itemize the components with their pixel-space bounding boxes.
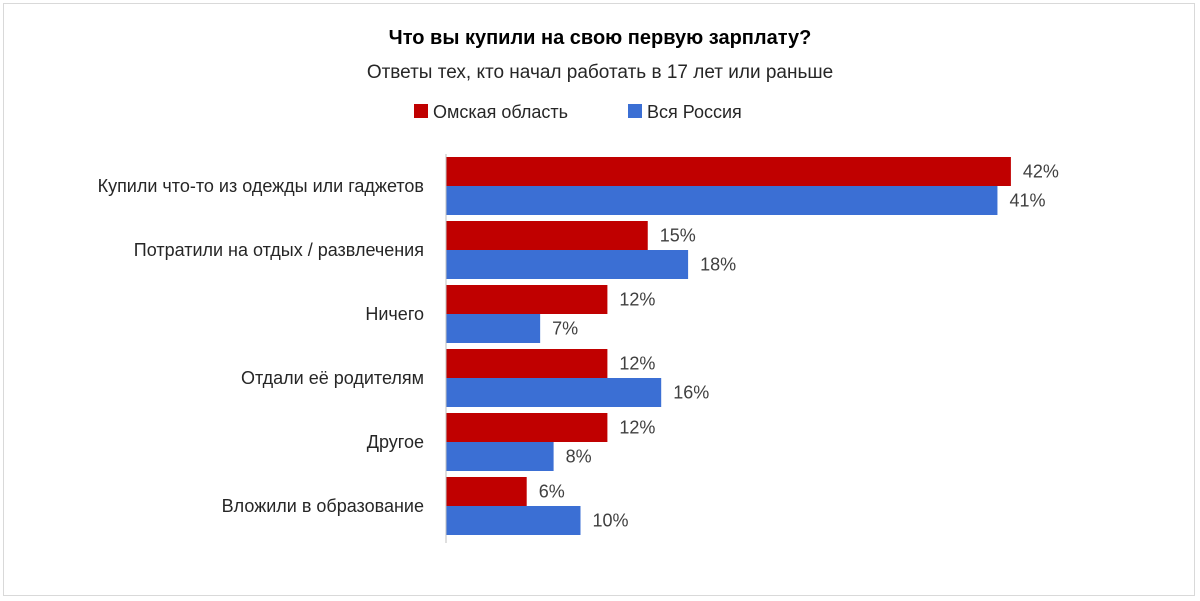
- data-label: 18%: [700, 255, 736, 275]
- bar-omsk: [446, 221, 648, 250]
- category-label: Потратили на отдых / развлечения: [134, 240, 424, 260]
- legend-swatch-russia: [628, 104, 642, 118]
- data-label: 12%: [619, 354, 655, 374]
- bar-russia: [446, 378, 662, 407]
- category-label: Отдали её родителям: [241, 368, 424, 388]
- bar-russia: [446, 186, 998, 215]
- category-label: Купили что-то из одежды или гаджетов: [98, 176, 424, 196]
- data-label: 15%: [660, 226, 696, 246]
- data-label: 16%: [673, 383, 709, 403]
- bar-russia: [446, 250, 689, 279]
- plot-area: Купили что-то из одежды или гаджетов 42% 4…: [98, 157, 1059, 535]
- bar-omsk: [446, 413, 608, 442]
- data-label: 12%: [619, 290, 655, 310]
- legend-label-omsk: Омская область: [433, 102, 568, 122]
- chart-title: Что вы купили на свою первую зарплату?: [389, 27, 812, 49]
- bar-omsk: [446, 157, 1011, 186]
- data-label: 7%: [552, 319, 578, 339]
- bar-omsk: [446, 477, 527, 506]
- data-label: 8%: [566, 447, 592, 467]
- bar-omsk: [446, 285, 608, 314]
- bar-russia: [446, 506, 581, 535]
- category-label: Другое: [367, 432, 424, 452]
- bar-omsk: [446, 349, 608, 378]
- data-label: 12%: [619, 418, 655, 438]
- legend: Омская область Вся Россия: [414, 102, 742, 122]
- bar-russia: [446, 442, 554, 471]
- data-label: 10%: [593, 511, 629, 531]
- legend-swatch-omsk: [414, 104, 428, 118]
- category-label: Вложили в образование: [222, 496, 424, 516]
- data-label: 6%: [539, 482, 565, 502]
- legend-label-russia: Вся Россия: [647, 102, 742, 122]
- category-label: Ничего: [365, 304, 424, 324]
- data-label: 42%: [1023, 162, 1059, 182]
- data-label: 41%: [1009, 191, 1045, 211]
- chart-subtitle: Ответы тех, кто начал работать в 17 лет …: [367, 62, 833, 83]
- chart-frame: [3, 3, 1195, 596]
- bar-russia: [446, 314, 541, 343]
